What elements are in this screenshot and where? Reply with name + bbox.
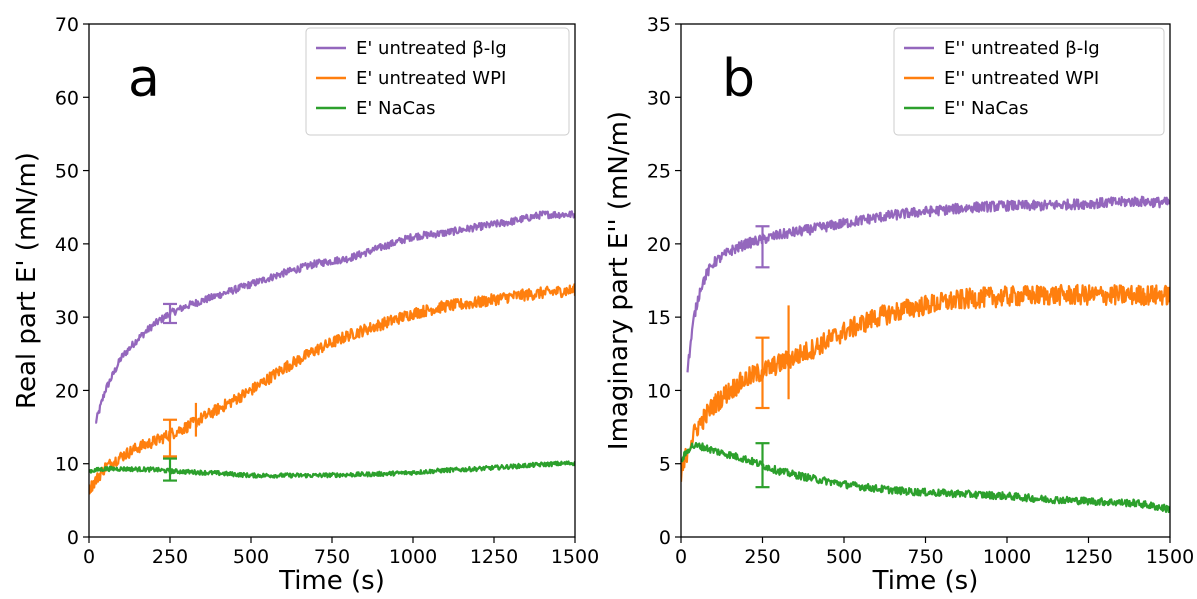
y-tick-label: 0 — [67, 527, 79, 549]
y-tick-label: 0 — [659, 527, 671, 549]
x-tick-label: 250 — [744, 546, 780, 568]
x-tick-label: 500 — [233, 546, 269, 568]
y-tick-label: 60 — [55, 87, 79, 109]
legend: E' untreated β-lg E' untreated WPI E' NaCa… — [306, 28, 569, 135]
panel-letter: b — [722, 49, 755, 109]
series-group — [681, 197, 1170, 512]
y-axis-label: Real part E' (mN/m) — [12, 152, 42, 409]
y-tick-label: 15 — [647, 307, 671, 329]
y-tick-label: 70 — [55, 14, 79, 36]
x-tick-label: 1500 — [1146, 546, 1194, 568]
y-axis-label: Imaginary part E'' (mN/m) — [604, 111, 634, 450]
y-tick-label: 30 — [55, 307, 79, 329]
x-tick-label: 250 — [152, 546, 188, 568]
x-tick-label: 1500 — [551, 546, 599, 568]
x-tick-label: 500 — [826, 546, 862, 568]
series-line-1 — [95, 211, 575, 422]
error-bar-1 — [756, 226, 770, 267]
x-tick-label: 0 — [675, 546, 687, 568]
panel-letter: a — [128, 49, 160, 109]
y-tick-label: 25 — [647, 161, 671, 183]
x-tick-label: 1250 — [470, 546, 518, 568]
y-tick-label: 10 — [55, 454, 79, 476]
x-tick-label: 750 — [907, 546, 943, 568]
y-tick-label: 20 — [55, 380, 79, 402]
legend-label-2: E' untreated WPI — [356, 68, 506, 89]
legend-label-3: E' NaCas — [356, 98, 436, 119]
legend-label-3: E'' NaCas — [944, 98, 1028, 119]
y-tick-label: 10 — [647, 380, 671, 402]
x-tick-label: 1000 — [389, 546, 437, 568]
series-line-3 — [681, 443, 1170, 512]
x-tick-label: 1000 — [983, 546, 1031, 568]
legend: E'' untreated β-lg E'' untreated WPI E'' N… — [894, 28, 1164, 135]
y-tick-label: 35 — [647, 14, 671, 36]
x-tick-label: 1250 — [1064, 546, 1112, 568]
y-tick-label: 50 — [55, 161, 79, 183]
x-axis-label: Time (s) — [872, 566, 979, 596]
series-line-2 — [681, 285, 1170, 482]
series-line-3 — [89, 461, 575, 477]
series-group — [89, 211, 575, 493]
x-axis-label: Time (s) — [278, 566, 385, 596]
panel-a: 0 250 500 750 1000 1250 1500 0 10 20 30 40 50 60 70 Tim… — [12, 14, 599, 596]
legend-label-1: E' untreated β-lg — [356, 38, 507, 59]
x-tick-label: 750 — [314, 546, 350, 568]
series-line-1 — [688, 197, 1170, 373]
legend-label-1: E'' untreated β-lg — [944, 38, 1100, 59]
legend-label-2: E'' untreated WPI — [944, 68, 1099, 89]
panel-b: 0 250 500 750 1000 1250 1500 0 5 10 15 20 25 30 35 Time… — [604, 14, 1194, 596]
x-tick-label: 0 — [83, 546, 95, 568]
y-tick-label: 5 — [659, 454, 671, 476]
y-tick-label: 40 — [55, 234, 79, 256]
y-tick-label: 20 — [647, 234, 671, 256]
y-tick-label: 30 — [647, 87, 671, 109]
